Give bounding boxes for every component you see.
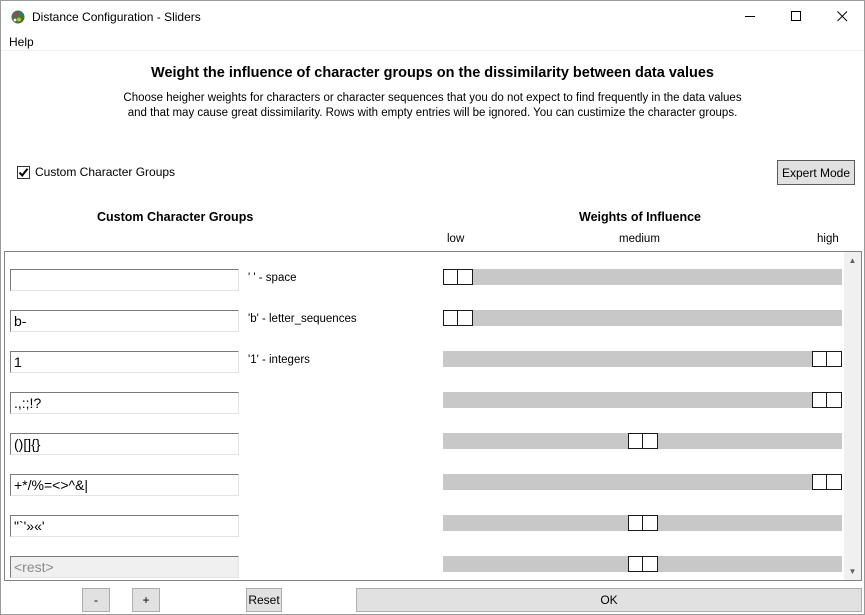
menu-bar: Help xyxy=(1,32,864,51)
weight-slider[interactable] xyxy=(443,433,842,449)
title-bar: Distance Configuration - Sliders xyxy=(1,1,864,32)
slider-thumb[interactable] xyxy=(443,310,473,326)
group-chars-input[interactable]: 1 xyxy=(10,351,239,373)
reset-button[interactable]: Reset xyxy=(246,588,282,612)
group-chars-input[interactable]: b- xyxy=(10,310,239,332)
page-title: Weight the influence of character groups… xyxy=(151,65,714,81)
minimize-icon xyxy=(744,16,755,17)
vertical-scrollbar[interactable]: ▲ ▼ xyxy=(844,252,861,580)
scale-high-label: high xyxy=(817,233,839,245)
ok-button[interactable]: OK xyxy=(356,588,862,612)
add-row-button[interactable]: + xyxy=(132,588,160,612)
remove-row-button[interactable]: - xyxy=(82,588,110,612)
maximize-button[interactable] xyxy=(773,1,819,32)
custom-groups-label: Custom Character Groups xyxy=(35,165,176,179)
scroll-down-icon[interactable]: ▼ xyxy=(848,567,857,576)
group-row: ' ' - space xyxy=(5,252,843,293)
description-line-2: and that may cause great dissimilarity. … xyxy=(127,107,738,119)
group-chars-input[interactable] xyxy=(10,269,239,291)
app-icon xyxy=(10,9,26,25)
group-row: 1 '1' - integers xyxy=(5,334,843,375)
weight-slider[interactable] xyxy=(443,269,842,285)
groups-column-header: Custom Character Groups xyxy=(97,210,254,224)
scale-medium-label: medium xyxy=(619,233,660,245)
group-chars-input[interactable]: "`'»«' xyxy=(10,515,239,537)
page-description: Choose heigher weights for characters or… xyxy=(1,91,864,121)
weight-slider[interactable] xyxy=(443,392,842,408)
slider-thumb[interactable] xyxy=(443,269,473,285)
close-icon xyxy=(836,11,847,22)
group-row: .,:;!? xyxy=(5,375,843,416)
slider-thumb[interactable] xyxy=(812,474,842,490)
slider-thumb[interactable] xyxy=(812,351,842,367)
menu-separator xyxy=(1,50,864,51)
description-line-1: Choose heigher weights for characters or… xyxy=(123,92,742,104)
weight-slider[interactable] xyxy=(443,310,842,326)
maximize-icon xyxy=(790,11,801,21)
scale-low-label: low xyxy=(447,233,465,245)
group-chars-input[interactable]: .,:;!? xyxy=(10,392,239,414)
group-example-label: ' ' - space xyxy=(248,272,297,284)
weight-slider[interactable] xyxy=(443,515,842,531)
slider-thumb[interactable] xyxy=(812,392,842,408)
slider-thumb[interactable] xyxy=(628,515,658,531)
group-row: b- 'b' - letter_sequences xyxy=(5,293,843,334)
group-chars-input[interactable]: +*/%=<>^&| xyxy=(10,474,239,496)
group-example-label: '1' - integers xyxy=(248,354,310,366)
checkmark-icon xyxy=(18,167,29,177)
group-chars-input[interactable]: ()[]{} xyxy=(10,433,239,455)
weight-slider[interactable] xyxy=(443,556,842,572)
weight-slider[interactable] xyxy=(443,474,842,490)
custom-groups-checkbox[interactable] xyxy=(17,165,30,179)
minimize-button[interactable] xyxy=(727,1,773,32)
groups-scroll-panel: ' ' - space b- 'b' - letter_sequences 1 '1' … xyxy=(4,251,862,581)
custom-groups-option[interactable]: Custom Character Groups xyxy=(17,165,175,179)
menu-item-help[interactable]: Help xyxy=(9,35,34,49)
weight-slider[interactable] xyxy=(443,351,842,367)
group-example-label: 'b' - letter_sequences xyxy=(248,313,357,325)
scroll-up-icon[interactable]: ▲ xyxy=(848,256,857,265)
group-row: ()[]{} xyxy=(5,416,843,457)
expert-mode-button[interactable]: Expert Mode xyxy=(777,160,855,185)
window-title: Distance Configuration - Sliders xyxy=(32,10,201,24)
group-row: <rest> xyxy=(5,539,843,580)
close-button[interactable] xyxy=(819,1,865,32)
slider-thumb[interactable] xyxy=(628,433,658,449)
group-row: +*/%=<>^&| xyxy=(5,457,843,498)
group-row: "`'»«' xyxy=(5,498,843,539)
weights-column-header: Weights of Influence xyxy=(579,210,701,224)
group-chars-input: <rest> xyxy=(10,556,239,578)
slider-thumb[interactable] xyxy=(628,556,658,572)
